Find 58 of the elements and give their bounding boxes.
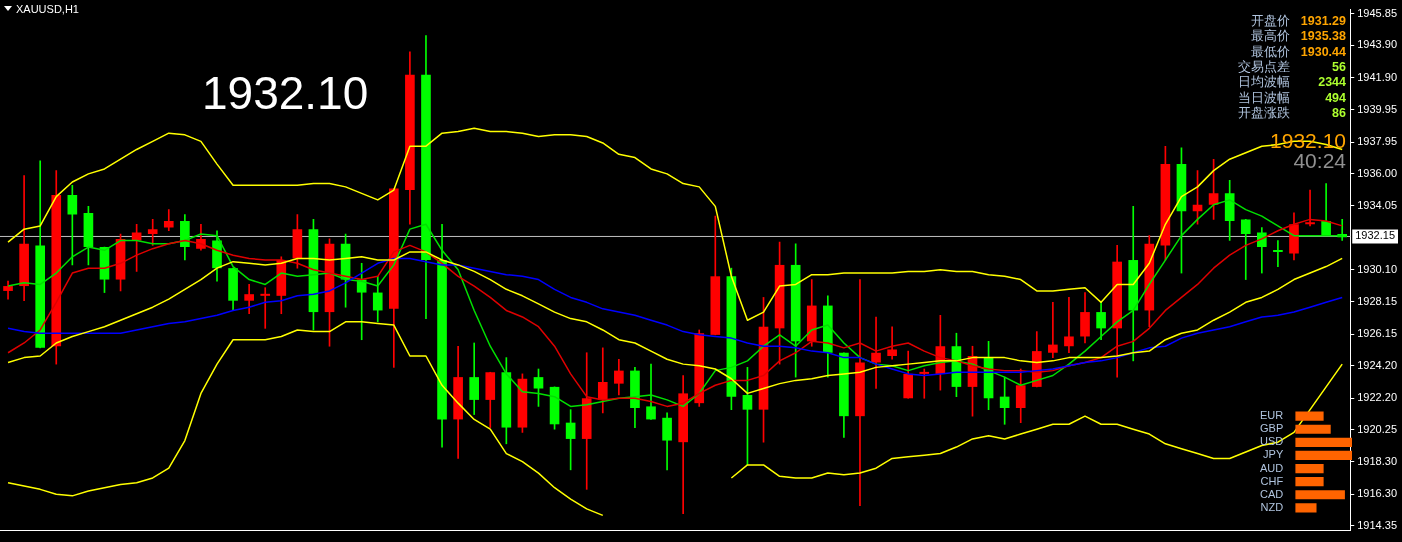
y-tick-label: 1914.35 xyxy=(1357,518,1397,531)
annotation: 1932.10 xyxy=(202,67,369,119)
annotation: 最低价 xyxy=(1251,44,1290,60)
y-tick-label: 1934.05 xyxy=(1357,198,1397,211)
y-tick-label: 1918.30 xyxy=(1357,454,1397,467)
y-tick-label: CHF xyxy=(1260,474,1284,487)
y-tick-label: 1943.90 xyxy=(1357,38,1397,51)
candlestick xyxy=(1305,189,1315,227)
y-tick-label: JPY xyxy=(1263,448,1284,461)
y-tick-label: 1941.90 xyxy=(1357,70,1397,83)
annotation: 交易点差 xyxy=(1238,59,1290,75)
y-tick-label: 1936.00 xyxy=(1357,166,1397,179)
candlestick xyxy=(1064,297,1074,354)
annotation: 494 xyxy=(1325,90,1346,106)
y-tick-label: CAD xyxy=(1260,487,1284,500)
y-tick-label: 1937.95 xyxy=(1357,135,1397,148)
y-tick-label: 1939.95 xyxy=(1357,102,1397,115)
bar xyxy=(1295,424,1331,434)
candlestick xyxy=(919,368,930,399)
bar xyxy=(1295,490,1345,500)
y-tick-label: 1924.20 xyxy=(1357,358,1397,371)
y-tick-label: 1928.15 xyxy=(1357,294,1397,307)
annotation: 2344 xyxy=(1318,75,1346,90)
candlestick xyxy=(147,219,158,246)
y-tick-label: EUR xyxy=(1260,409,1284,422)
annotation: 1930.44 xyxy=(1300,44,1346,60)
bar xyxy=(1295,437,1352,447)
bar xyxy=(1295,463,1324,474)
y-tick-label: AUD xyxy=(1260,461,1284,474)
candlestick xyxy=(1048,302,1058,358)
annotation: 56 xyxy=(1332,59,1346,75)
bar xyxy=(1295,477,1324,487)
y-tick-label: NZD xyxy=(1260,500,1284,513)
annotation: 1935.38 xyxy=(1300,29,1346,45)
annotation: 开盘涨跌 xyxy=(1238,105,1290,121)
y-tick-label: GBP xyxy=(1260,422,1284,435)
y-tick-label: 1922.20 xyxy=(1357,391,1397,404)
bar xyxy=(1295,411,1324,421)
candlestick xyxy=(260,287,271,329)
chart-title: XAUUSD,H1 xyxy=(16,3,79,16)
annotation: 40:24 xyxy=(1293,149,1346,173)
annotation: 1931.29 xyxy=(1300,14,1346,29)
candlestick xyxy=(887,326,897,360)
candlestick xyxy=(871,316,881,389)
y-tick-label: 1945.85 xyxy=(1357,6,1397,19)
annotation: 86 xyxy=(1332,105,1346,121)
bar xyxy=(1295,450,1352,461)
y-tick-label: 1916.30 xyxy=(1357,487,1397,500)
annotation: 最高价 xyxy=(1251,29,1290,45)
bar xyxy=(1295,503,1317,513)
y-tick-label: 1930.10 xyxy=(1357,262,1397,275)
annotation: 日均波幅 xyxy=(1238,75,1290,90)
y-tick-label: 1920.25 xyxy=(1357,423,1397,436)
annotation: 当日波幅 xyxy=(1238,90,1290,106)
ref-line-label: 1932.15 xyxy=(1355,229,1395,242)
annotation: 开盘价 xyxy=(1251,14,1290,29)
candlestick xyxy=(1273,240,1283,267)
y-tick-label: 1926.15 xyxy=(1357,327,1397,340)
